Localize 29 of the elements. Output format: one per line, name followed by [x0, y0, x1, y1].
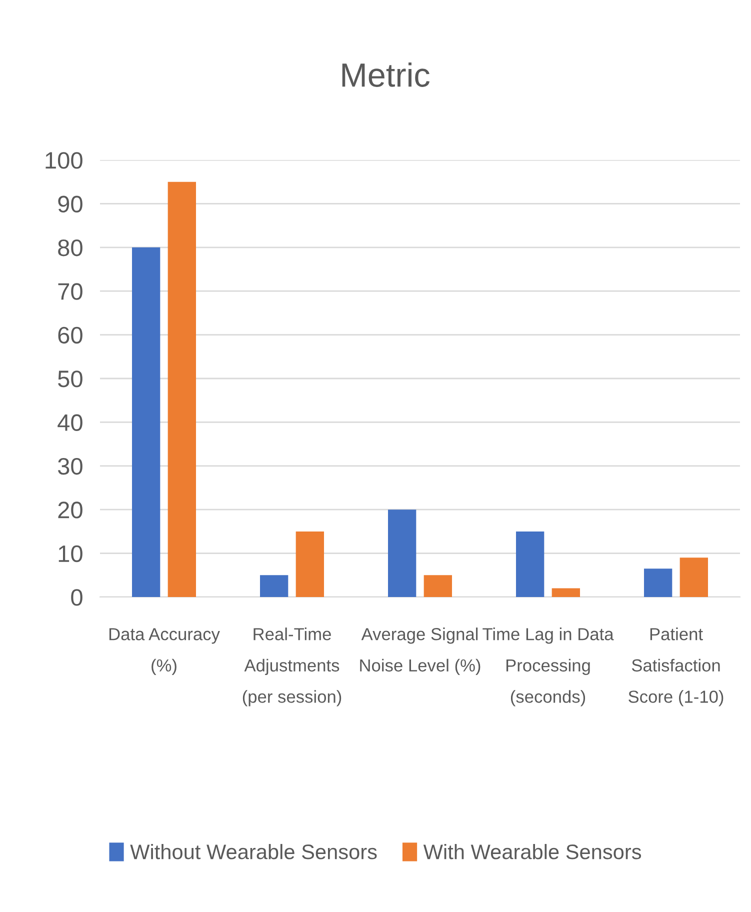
bar — [424, 575, 452, 597]
legend-label: With Wearable Sensors — [423, 844, 642, 860]
y-tick-label: 0 — [71, 589, 82, 606]
y-tick-label: 70 — [58, 283, 82, 300]
x-tick-label: Average Signal Noise Level (%) — [360, 628, 480, 676]
y-tick-label: 40 — [58, 414, 82, 431]
bar — [680, 558, 708, 597]
bar — [388, 510, 416, 597]
bar — [296, 531, 324, 597]
x-tick-label: Time Lag in Data Processing (seconds) — [482, 628, 614, 706]
bar — [260, 575, 288, 597]
y-tick-label: 90 — [58, 196, 82, 212]
bar — [644, 568, 672, 597]
x-tick-label: Data Accuracy (%) — [109, 628, 220, 676]
y-tick-label: 10 — [58, 545, 82, 562]
y-tick-label: 30 — [58, 458, 82, 475]
y-tick-label: 20 — [58, 502, 82, 518]
y-tick-label: 100 — [46, 152, 82, 169]
bar — [516, 531, 544, 597]
bar — [168, 182, 196, 597]
x-tick-label: Real-Time Adjustments (per session) — [242, 628, 342, 706]
legend-label: Without Wearable Sensors — [130, 844, 377, 860]
y-tick-label: 80 — [58, 239, 82, 256]
bar — [552, 588, 580, 597]
y-tick-label: 60 — [58, 326, 82, 344]
chart-title: Metric — [342, 62, 430, 87]
x-tick-label: Patient Satisfaction Score (1-10) — [628, 628, 724, 706]
y-tick-label: 50 — [58, 370, 82, 388]
bar — [132, 247, 160, 597]
